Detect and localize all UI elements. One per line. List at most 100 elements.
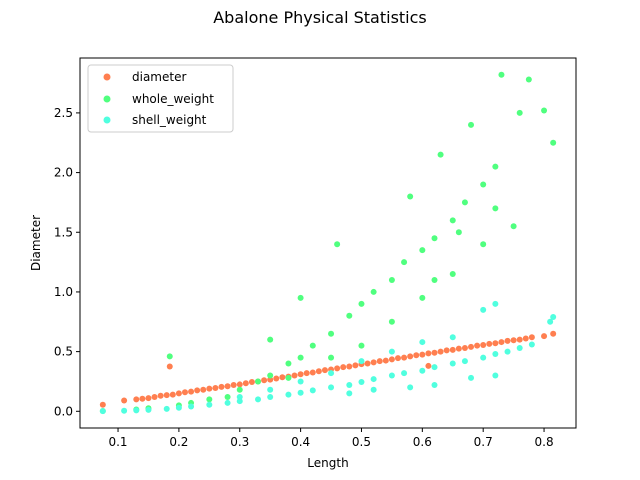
data-point <box>431 382 438 389</box>
data-point <box>133 396 140 403</box>
data-point <box>407 353 414 360</box>
data-point <box>255 396 262 403</box>
data-point <box>431 277 438 283</box>
data-point <box>419 351 426 358</box>
data-point <box>212 385 219 392</box>
legend-marker-diameter <box>103 73 111 81</box>
data-point <box>516 336 523 343</box>
data-point <box>468 374 475 381</box>
data-point <box>133 407 140 414</box>
data-point <box>480 241 487 248</box>
data-point <box>388 277 395 283</box>
data-point <box>236 381 243 388</box>
data-point <box>175 404 182 411</box>
data-point <box>346 363 353 370</box>
data-point <box>492 340 499 347</box>
data-point <box>267 336 274 343</box>
data-point <box>382 357 389 364</box>
data-point <box>550 314 557 320</box>
data-point <box>175 390 182 397</box>
data-point <box>194 387 201 394</box>
data-point <box>328 384 335 391</box>
data-point <box>121 397 128 404</box>
data-point <box>166 363 173 370</box>
data-point <box>188 388 195 395</box>
data-point <box>364 360 371 367</box>
legend-label-whole-weight: whole_weight <box>132 92 214 106</box>
data-point <box>431 349 438 356</box>
data-point <box>492 351 499 357</box>
data-point <box>188 403 195 410</box>
data-point <box>449 334 456 341</box>
y-tick-label: 2.0 <box>54 166 73 180</box>
data-point <box>498 339 505 346</box>
x-tick-label: 0.6 <box>413 435 432 449</box>
data-point <box>370 359 377 366</box>
data-point <box>461 358 468 365</box>
data-point <box>99 401 106 408</box>
y-axis-label: Diameter <box>29 215 43 271</box>
x-tick-label: 0.5 <box>352 435 371 449</box>
data-point <box>352 362 359 369</box>
data-point <box>285 374 292 381</box>
x-tick-label: 0.1 <box>108 435 127 449</box>
data-point <box>419 294 426 301</box>
data-point <box>541 107 548 114</box>
data-point <box>437 151 444 158</box>
data-point <box>358 358 365 365</box>
data-point <box>516 109 523 116</box>
data-point <box>480 342 487 349</box>
data-point <box>449 346 456 353</box>
data-point <box>425 350 432 357</box>
series-layer <box>99 71 557 415</box>
data-point <box>431 235 438 242</box>
data-point <box>407 384 414 391</box>
data-point <box>449 271 456 278</box>
data-point <box>315 368 322 375</box>
data-point <box>550 139 557 146</box>
data-point <box>346 312 353 319</box>
data-point <box>309 369 316 376</box>
data-point <box>297 389 304 396</box>
data-point <box>224 383 231 390</box>
data-point <box>376 358 383 365</box>
data-point <box>388 372 395 379</box>
data-point <box>99 408 106 415</box>
data-point <box>328 354 335 361</box>
y-tick-label: 1.0 <box>54 285 73 299</box>
y-axis-ticks: 0.0 0.5 1.0 1.5 2.0 2.5 <box>54 106 80 418</box>
y-tick-label: 0.0 <box>54 404 73 418</box>
data-point <box>297 294 304 301</box>
plot-area <box>79 57 577 429</box>
data-point <box>419 367 426 374</box>
data-point <box>285 360 292 367</box>
data-point <box>285 391 292 398</box>
data-point <box>525 76 532 83</box>
data-point <box>163 405 170 412</box>
x-tick-label: 0.7 <box>474 435 493 449</box>
data-point <box>309 387 316 394</box>
data-point <box>437 348 444 355</box>
x-tick-label: 0.4 <box>291 435 310 449</box>
data-point <box>206 401 213 408</box>
data-point <box>303 370 310 377</box>
data-point <box>166 353 173 360</box>
data-point <box>255 378 262 385</box>
data-point <box>242 380 249 387</box>
data-point <box>321 367 328 374</box>
data-point <box>370 288 377 295</box>
data-point <box>224 393 231 400</box>
data-point <box>236 386 243 393</box>
data-point <box>328 330 335 337</box>
data-point <box>334 241 341 248</box>
data-point <box>151 393 158 400</box>
data-point <box>236 393 243 400</box>
x-tick-label: 0.3 <box>230 435 249 449</box>
data-point <box>309 342 316 349</box>
data-point <box>449 217 456 224</box>
data-point <box>425 362 432 369</box>
data-point <box>480 354 487 361</box>
legend-box <box>87 64 234 133</box>
data-point <box>388 356 395 363</box>
